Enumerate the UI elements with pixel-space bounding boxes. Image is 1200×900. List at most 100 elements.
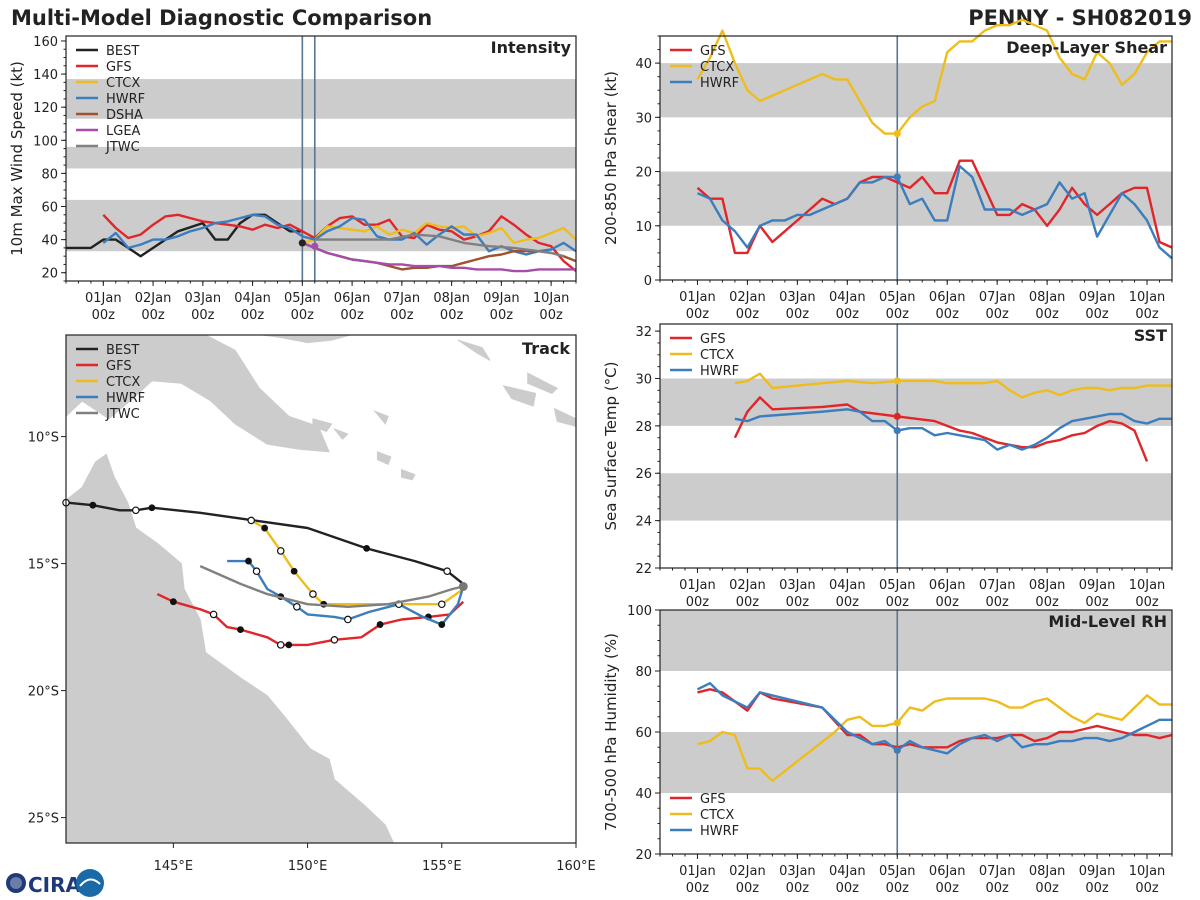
series-line-ctcx	[301, 221, 577, 245]
x-tick-hour: 00z	[985, 307, 1009, 322]
track-point	[438, 621, 446, 628]
y-tick-label: 24	[635, 515, 652, 530]
y-axis-label: 200-850 hPa Shear (kt)	[602, 71, 620, 245]
x-tick-hour: 00z	[686, 595, 710, 610]
y-tick-label: 28	[635, 420, 652, 435]
x-tick-date: 01Jan	[85, 291, 122, 306]
series-line-hwrf	[696, 682, 1172, 755]
y-tick-label: 20	[635, 848, 652, 863]
x-tick-date: 09Jan	[1079, 578, 1116, 593]
x-tick-date: 09Jan	[1079, 864, 1116, 879]
legend-label-jtwc: JTWC	[105, 407, 140, 422]
y-tick-label: 140	[33, 68, 58, 83]
x-tick-hour: 00z	[1085, 595, 1109, 610]
y-tick-label: 20	[635, 166, 652, 181]
series-line-ctcx	[734, 372, 1172, 399]
x-tick-hour: 00z	[686, 307, 710, 322]
track-point	[293, 602, 301, 611]
y-tick-label: 32	[635, 325, 652, 340]
threshold-band	[66, 146, 576, 169]
track-panel: 145°E 150°E 155°E 160°E 10°S 15°S 20°S 25°S Trac…	[28, 334, 596, 874]
legend-label-dsha: DSHA	[106, 108, 143, 123]
x-tick-hour: 00z	[1135, 595, 1159, 610]
legend-label-gfs: GFS	[700, 332, 726, 347]
track-point	[290, 567, 298, 575]
x-tick-hour: 00z	[1085, 881, 1109, 896]
x-tick-hour: 00z	[936, 595, 960, 610]
legend-label-best: BEST	[106, 343, 139, 358]
coastline	[66, 453, 395, 843]
threshold-band	[66, 79, 576, 119]
storm-position	[458, 581, 468, 591]
x-tick-date: 03Jan	[779, 864, 816, 879]
x-tick-hour: 00z	[92, 308, 116, 323]
x-tick-hour: 00z	[836, 307, 860, 322]
x-tick-hour: 00z	[886, 881, 910, 896]
x-tick-date: 07Jan	[979, 290, 1016, 305]
legend-label-ctcx: CTCX	[700, 348, 734, 363]
x-tick-hour: 00z	[1035, 595, 1059, 610]
series-line-ctcx	[697, 694, 1172, 782]
x-tick-date: 04Jan	[829, 578, 866, 593]
marker-hwrf	[893, 173, 901, 181]
series-line-gfs	[696, 159, 1173, 255]
coastline	[401, 468, 416, 481]
y-tick-label: 120	[33, 101, 58, 116]
x-tick-hour: 00z	[1135, 307, 1159, 322]
panel-title: Intensity	[491, 38, 572, 57]
track-point	[131, 506, 140, 515]
legend-label-ctcx: CTCX	[106, 375, 140, 390]
x-tick-date: 09Jan	[483, 291, 520, 306]
x-tick-hour: 00z	[291, 308, 315, 323]
coastline	[66, 335, 330, 453]
panel-title: Deep-Layer Shear	[1006, 38, 1167, 57]
legend-label-hwrf: HWRF	[700, 364, 739, 379]
x-tick-date: 05Jan	[879, 864, 916, 879]
x-tick-hour: 00z	[786, 595, 810, 610]
coastline	[527, 372, 559, 394]
track-point	[443, 567, 451, 576]
legend-label-ctcx: CTCX	[700, 60, 734, 75]
x-tick-hour: 00z	[1085, 307, 1109, 322]
x-tick-date: 06Jan	[334, 291, 371, 306]
x-tick-date: 07Jan	[979, 864, 1016, 879]
x-tick-date: 06Jan	[929, 290, 966, 305]
track-point	[276, 547, 285, 555]
x-tick-hour: 00z	[1035, 307, 1059, 322]
x-tick-date: 02Jan	[729, 290, 766, 305]
marker-ctcx	[893, 130, 901, 138]
y-tick-label: 100	[627, 604, 652, 619]
lon-label: 145°E	[154, 859, 194, 874]
coastline	[376, 451, 392, 466]
x-tick-hour: 00z	[985, 595, 1009, 610]
track-point	[330, 635, 339, 644]
y-tick-label: 160	[33, 35, 58, 50]
marker-lgea	[311, 242, 319, 250]
y-tick-label: 26	[635, 467, 652, 482]
x-tick-date: 10Jan	[1129, 290, 1166, 305]
x-tick-hour: 00z	[985, 881, 1009, 896]
coastline	[312, 418, 333, 433]
panel-title: Track	[522, 339, 570, 358]
y-tick-label: 0	[644, 274, 652, 289]
x-tick-date: 07Jan	[979, 578, 1016, 593]
logo-wordmark: CIRA	[28, 873, 82, 897]
track-point	[209, 610, 218, 619]
x-tick-hour: 00z	[936, 881, 960, 896]
x-tick-hour: 00z	[736, 307, 760, 322]
x-tick-date: 07Jan	[384, 291, 421, 306]
x-tick-hour: 00z	[340, 308, 364, 323]
x-tick-date: 04Jan	[234, 291, 271, 306]
x-tick-hour: 00z	[539, 308, 563, 323]
y-tick-label: 40	[635, 787, 652, 802]
track-point	[285, 641, 293, 649]
track-point	[169, 598, 177, 606]
coastline	[502, 385, 537, 407]
x-tick-hour: 00z	[836, 595, 860, 610]
legend-label-gfs: GFS	[700, 792, 726, 807]
track-line-best	[65, 501, 465, 585]
coastline	[457, 339, 491, 361]
y-tick-label: 80	[635, 665, 652, 680]
y-tick-label: 30	[635, 111, 652, 126]
